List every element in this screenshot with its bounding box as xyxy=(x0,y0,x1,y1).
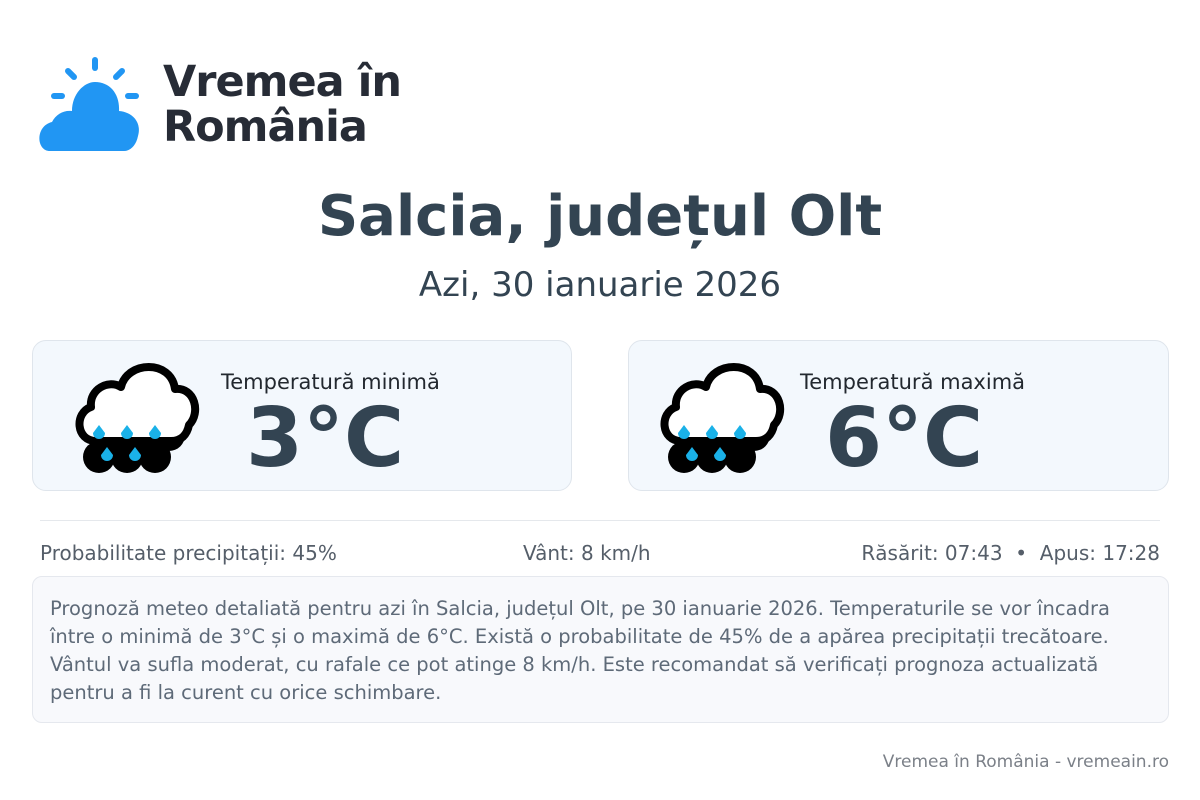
min-temp-card: Temperatură minimă 3°C xyxy=(32,340,572,491)
rain-cloud-icon xyxy=(656,357,786,477)
page-title: Salcia, județul Olt xyxy=(317,184,883,249)
rain-cloud-icon xyxy=(71,357,201,477)
max-temp-card: Temperatură maximă 6°C xyxy=(628,340,1169,491)
sunrise-sunset: Răsărit: 07:43 • Apus: 17:28 xyxy=(861,541,1160,565)
min-temp-label: Temperatură minimă xyxy=(221,370,440,394)
forecast-date: Azi, 30 ianuarie 2026 xyxy=(418,265,782,305)
min-temp-value: 3°C xyxy=(246,391,405,486)
precipitation-probability: Probabilitate precipitații: 45% xyxy=(40,541,337,565)
forecast-description: Prognoză meteo detaliată pentru azi în S… xyxy=(32,576,1169,723)
logo-line-1: Vremea în xyxy=(163,57,402,107)
divider xyxy=(40,520,1160,521)
max-temp-label: Temperatură maximă xyxy=(800,370,1026,394)
max-temp-value: 6°C xyxy=(825,391,984,486)
footer-credit[interactable]: Vremea în România - vremeain.ro xyxy=(882,752,1169,772)
logo-line-2: România xyxy=(163,102,368,152)
logo-text: Vremea în România xyxy=(163,57,402,152)
wind-speed: Vânt: 8 km/h xyxy=(523,541,651,565)
site-logo[interactable]: Vremea în România xyxy=(38,56,402,152)
sun-cloud-logo-icon xyxy=(39,57,139,151)
